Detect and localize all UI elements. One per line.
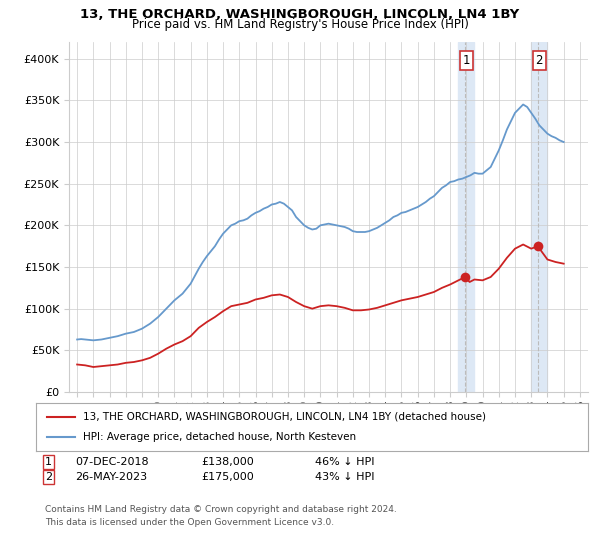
Text: HPI: Average price, detached house, North Kesteven: HPI: Average price, detached house, Nort…: [83, 432, 356, 442]
Text: £175,000: £175,000: [201, 472, 254, 482]
Text: Contains HM Land Registry data © Crown copyright and database right 2024.
This d: Contains HM Land Registry data © Crown c…: [45, 505, 397, 526]
Text: 13, THE ORCHARD, WASHINGBOROUGH, LINCOLN, LN4 1BY (detached house): 13, THE ORCHARD, WASHINGBOROUGH, LINCOLN…: [83, 412, 486, 422]
Text: 07-DEC-2018: 07-DEC-2018: [75, 457, 149, 467]
Text: 1: 1: [45, 457, 52, 467]
Bar: [458, 42, 475, 392]
Text: 13, THE ORCHARD, WASHINGBOROUGH, LINCOLN, LN4 1BY: 13, THE ORCHARD, WASHINGBOROUGH, LINCOLN…: [80, 8, 520, 21]
Text: 1: 1: [463, 54, 470, 67]
Text: 43% ↓ HPI: 43% ↓ HPI: [315, 472, 374, 482]
Text: 2: 2: [45, 472, 52, 482]
Bar: [531, 42, 547, 392]
Text: Price paid vs. HM Land Registry's House Price Index (HPI): Price paid vs. HM Land Registry's House …: [131, 18, 469, 31]
Text: 26-MAY-2023: 26-MAY-2023: [75, 472, 147, 482]
Text: 2: 2: [536, 54, 543, 67]
Text: 46% ↓ HPI: 46% ↓ HPI: [315, 457, 374, 467]
Text: £138,000: £138,000: [201, 457, 254, 467]
